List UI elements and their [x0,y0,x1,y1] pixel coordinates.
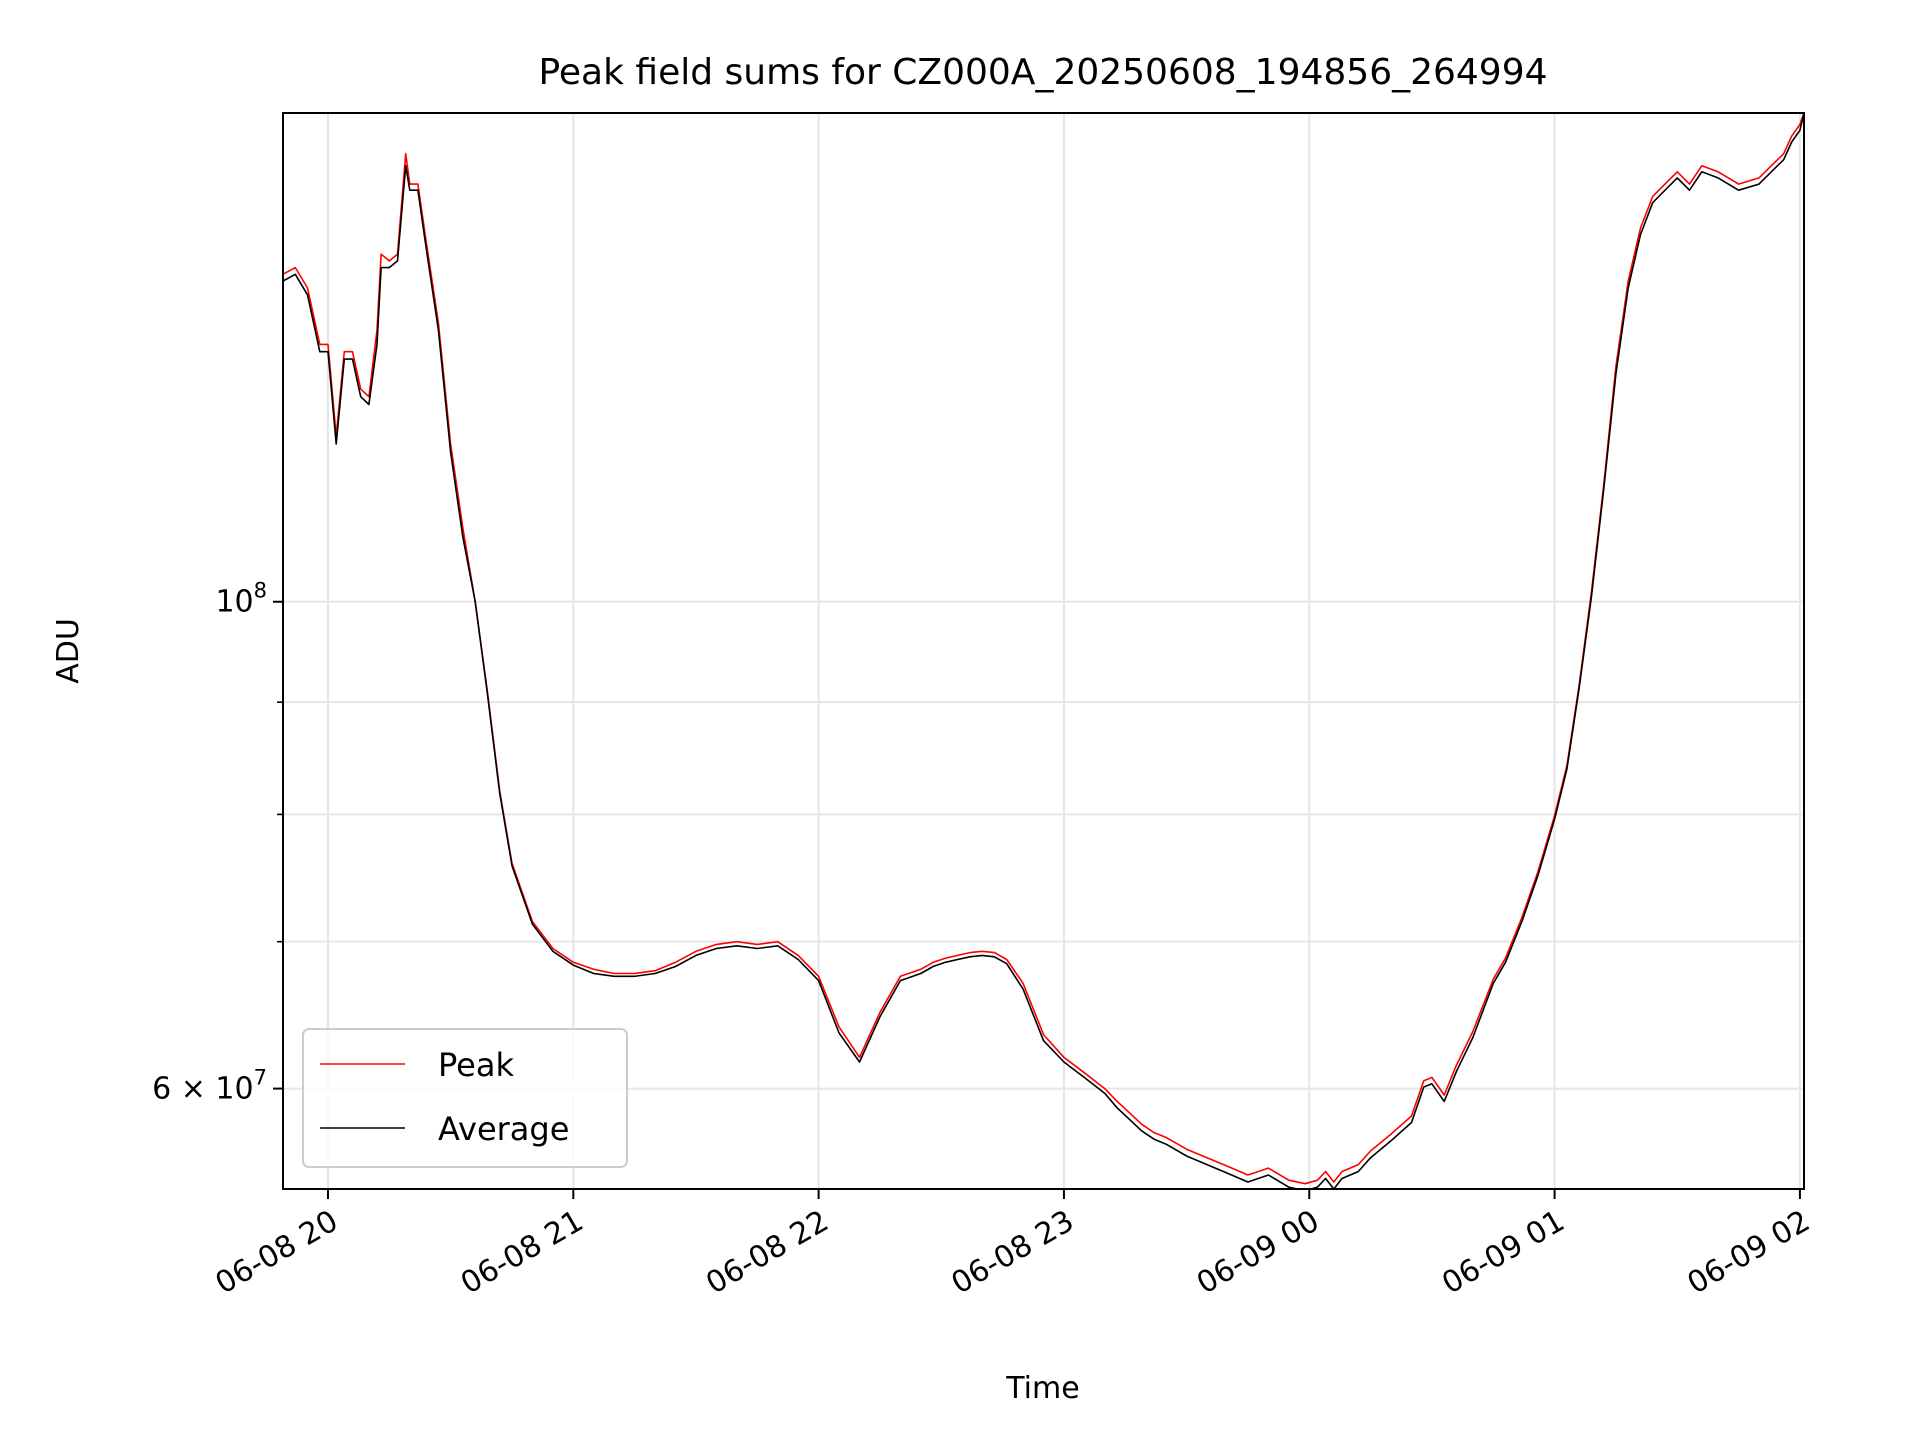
x-tick-label: 06-08 23 [946,1204,1080,1302]
x-tick-label: 06-08 21 [455,1204,589,1302]
chart-title: Peak field sums for CZ000A_20250608_1948… [538,52,1547,93]
x-tick-label: 06-09 00 [1191,1204,1325,1302]
plot-frame [282,112,1805,1190]
x-tick-label: 06-09 01 [1436,1204,1570,1302]
x-tick-label: 06-09 02 [1682,1204,1816,1302]
x-tick-label: 06-08 22 [700,1204,834,1302]
grid [283,113,1804,1189]
x-axis: 06-08 20 06-08 21 06-08 22 06-08 23 06-09 00… [210,1189,1816,1301]
y-tick-label: 108 [215,579,267,620]
y-axis: 6 × 107 108 [152,579,283,1107]
x-tick-label: 06-08 20 [210,1204,344,1302]
series-layer [283,113,1804,1189]
x-axis-label: Time [1005,1371,1079,1406]
y-axis-label: ADU [51,618,86,684]
series-line-peak [283,113,1804,1185]
legend: Peak Average [302,1028,628,1168]
legend-label-peak: Peak [438,1046,514,1084]
series-line-average [283,113,1804,1189]
y-tick-label: 6 × 107 [152,1066,267,1107]
legend-label-average: Average [438,1110,569,1148]
